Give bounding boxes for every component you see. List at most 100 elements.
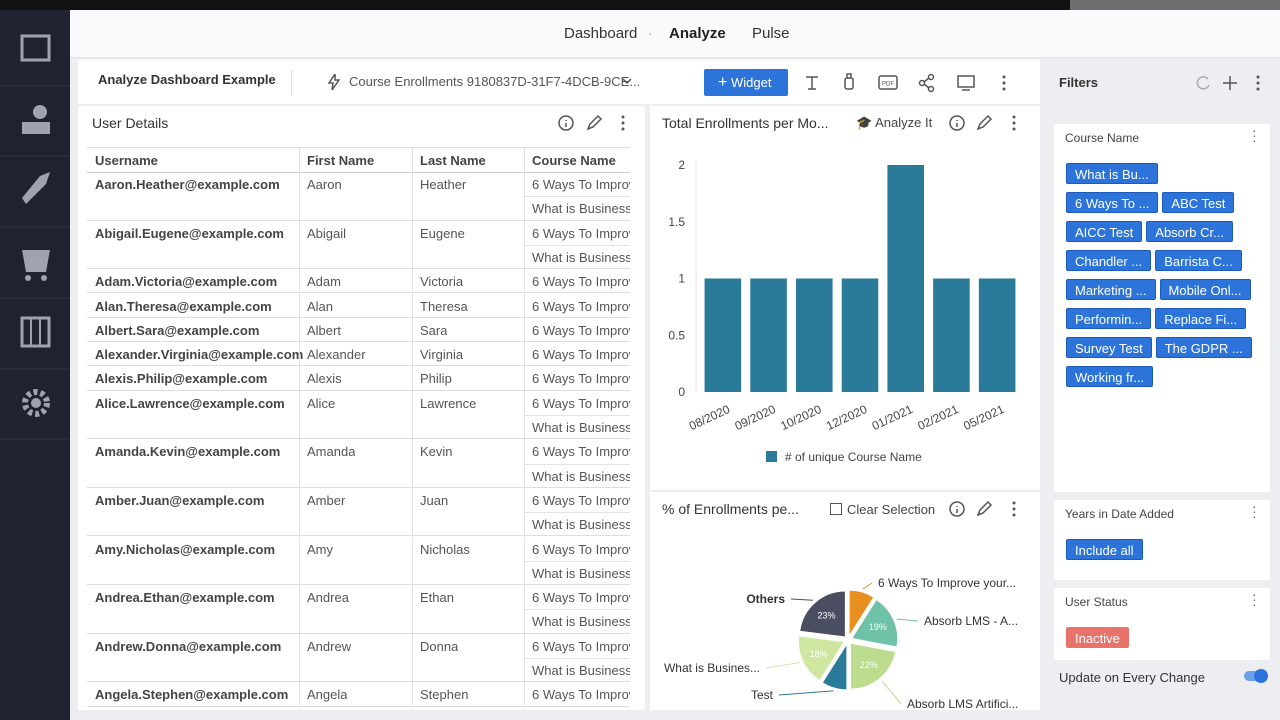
filter-chip[interactable]: ABC Test [1162,192,1234,213]
x-tick-label: 01/2021 [870,402,916,433]
slice-category-label: Absorb LMS - A... [924,614,1018,628]
last-name-cell: Lawrence [420,396,476,411]
filter-chip[interactable]: 6 Ways To ... [1066,192,1158,213]
clip-icon[interactable] [845,74,853,89]
last-name-cell: Kevin [420,444,453,459]
column-divider [299,682,300,706]
column-divider [412,172,413,221]
table-row: Angela.Stephen@example.comAngelaStephen6… [87,682,630,706]
first-name-cell: Adam [307,274,341,289]
filter-chip[interactable]: Inactive [1066,627,1129,648]
column-divider [412,148,413,172]
column-divider [412,537,413,586]
x-tick-label: 12/2020 [824,402,870,433]
username-cell: Alexis.Philip@example.com [95,371,267,386]
user-details-widget: User Details UsernameFirst NameLast Name… [78,106,645,710]
username-cell: Amy.Nicholas@example.com [95,542,275,557]
slice-value-label: 22% [860,660,878,670]
chevron[interactable] [622,78,632,86]
last-name-cell: Nicholas [420,542,470,557]
nav-tab[interactable]: Pulse [752,25,790,42]
filter-chip[interactable]: Mobile Onl... [1160,279,1251,300]
course-cell: 6 Ways To Improve [532,323,630,338]
dashboard-title: Analyze Dashboard Example [98,72,276,87]
filter-menu[interactable]: ··· [1252,592,1262,607]
filter-chip[interactable]: Replace Fi... [1155,308,1246,329]
share-icon[interactable] [920,75,934,92]
first-name-cell: Abigail [307,226,346,241]
more-icon[interactable] [1003,76,1006,91]
nav-tab-active[interactable]: Analyze [669,25,726,42]
filter-menu[interactable]: ··· [1252,128,1262,143]
widget-toolbar [556,114,636,134]
filter-chip[interactable]: Working fr... [1066,366,1153,387]
column-divider [299,294,300,318]
table-row: Aaron.Heather@example.comAaronHeather6 W… [87,172,630,221]
course-cell: 6 Ways To Improve [532,299,630,314]
legend-swatch [766,451,777,462]
filter-section-title: User Status [1065,595,1128,609]
nav-tab[interactable]: Dashboard [564,25,637,42]
chip-list: Inactive [1066,627,1252,648]
present-icon[interactable] [958,76,974,90]
widget-button[interactable]: + Widget [704,69,788,96]
column-divider [412,318,413,342]
pie-chart: 6 Ways To Improve your...19%Absorb LMS -… [650,492,1040,710]
course-cell: 6 Ways To Improve [532,226,630,241]
first-name-cell: Amanda [307,444,355,459]
slice-category-label: Others [746,592,785,606]
y-tick-label: 2 [678,158,685,172]
filter-chip[interactable]: Chandler ... [1066,250,1151,271]
leader-line [882,681,901,704]
leader-line [791,599,813,600]
filter-chip[interactable]: Barrista C... [1155,250,1242,271]
last-name-cell: Victoria [420,274,463,289]
separator [291,70,292,96]
leader-line [897,619,918,621]
username-cell: Alice.Lawrence@example.com [95,396,285,411]
auto-update-toggle[interactable] [1244,671,1266,681]
filter-chip[interactable]: Survey Test [1066,337,1152,358]
slice-category-label: Test [751,688,774,702]
course-cell: 6 Ways To Improve [532,639,630,654]
svg-text:PDF: PDF [882,82,894,88]
column-divider [524,148,525,172]
data-source[interactable]: Course Enrollments 9180837D-31F7-4DCB-9C… [349,74,640,89]
column-divider [524,269,525,293]
filter-chip[interactable]: Absorb Cr... [1146,221,1233,242]
course-divider [524,196,630,197]
last-name-cell: Theresa [420,299,468,314]
course-divider [524,561,630,562]
table-row: Alan.Theresa@example.com Alan Theresa 6 Way… [87,294,630,318]
course-cell: 6 Ways To Improve [532,590,630,605]
filter-chip[interactable]: Marketing ... [1066,279,1156,300]
filter-chip[interactable]: What is Bu... [1066,163,1158,184]
filter-chip[interactable]: Performin... [1066,308,1151,329]
lightning-icon [328,74,340,90]
last-name-cell: Sara [420,323,447,338]
last-name-cell: Virginia [420,347,463,362]
column-divider [524,318,525,342]
column-header: Course Name [532,153,616,168]
bar [705,279,742,393]
filter-chip[interactable]: AICC Test [1066,221,1142,242]
pdf-icon[interactable]: PDF [879,76,897,89]
column-divider [524,682,525,706]
column-divider [299,269,300,293]
filter-chip[interactable]: The GDPR ... [1156,337,1252,358]
username-cell: Abigail.Eugene@example.com [95,226,284,241]
course-cell: 6 Ways To Improve [532,371,630,386]
bar [750,279,787,393]
top-strip-right [1070,0,1280,10]
first-name-cell: Alexis [307,371,342,386]
first-name-cell: Alan [307,299,333,314]
last-name-cell: Juan [420,493,448,508]
text-icon[interactable] [806,77,818,89]
first-name-cell: Alice [307,396,335,411]
filter-menu[interactable]: ··· [1252,504,1262,519]
username-cell: Adam.Victoria@example.com [95,274,277,289]
column-divider [412,269,413,293]
filter-chip[interactable]: Include all [1066,539,1143,560]
username-cell: Alan.Theresa@example.com [95,299,272,314]
